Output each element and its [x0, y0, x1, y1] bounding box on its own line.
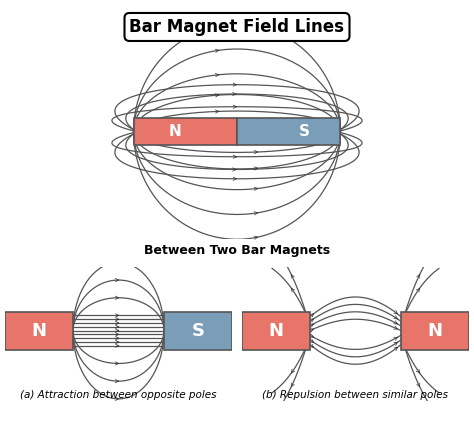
Text: Between Two Bar Magnets: Between Two Bar Magnets [144, 244, 330, 257]
Text: (b) Repulsion between similar poles: (b) Repulsion between similar poles [263, 390, 448, 400]
Text: N: N [169, 124, 182, 139]
Text: S: S [191, 322, 205, 340]
Text: N: N [31, 322, 46, 340]
Text: S: S [299, 124, 310, 139]
Bar [242, 312, 310, 349]
Bar [237, 118, 340, 145]
Text: Bar Magnet Field Lines: Bar Magnet Field Lines [129, 18, 345, 36]
Bar [5, 312, 73, 349]
Text: N: N [428, 322, 443, 340]
Bar [401, 312, 469, 349]
Text: N: N [268, 322, 283, 340]
Bar [134, 118, 237, 145]
Text: (a) Attraction between opposite poles: (a) Attraction between opposite poles [20, 390, 217, 400]
Bar [164, 312, 232, 349]
